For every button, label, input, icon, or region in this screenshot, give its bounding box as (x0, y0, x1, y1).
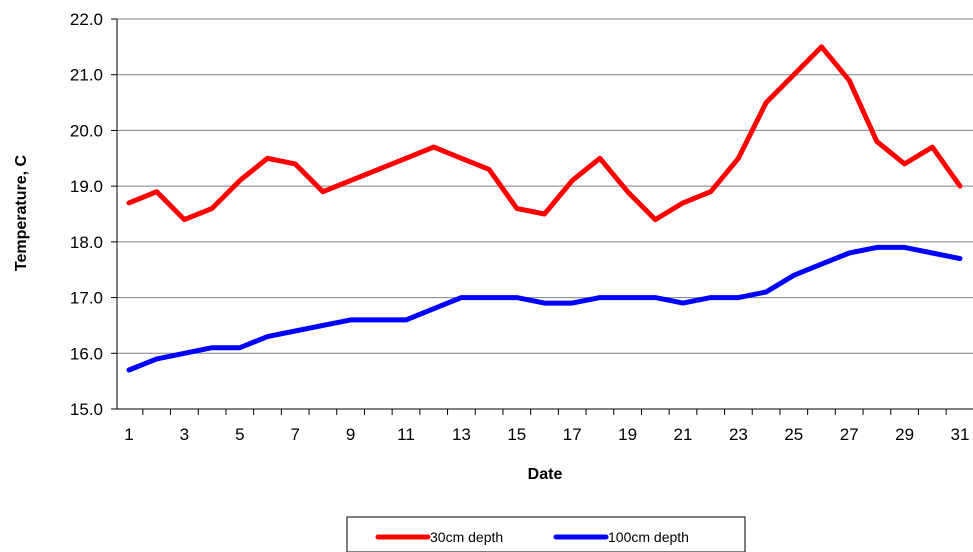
legend-label-100cm: 100cm depth (608, 529, 689, 545)
axes (111, 18, 973, 415)
legend: 30cm depth 100cm depth (346, 516, 746, 552)
y-tick-label-6: 21.0 (70, 66, 103, 85)
y-tick-label-0: 15.0 (70, 400, 103, 419)
legend-label-30cm: 30cm depth (430, 529, 503, 545)
x-tick-label-2: 5 (235, 425, 244, 444)
y-tick-label-4: 19.0 (70, 177, 103, 196)
x-tick-label-15: 31 (951, 425, 970, 444)
gridlines (117, 18, 973, 354)
x-tick-label-3: 7 (290, 425, 299, 444)
x-tick-label-0: 1 (124, 425, 133, 444)
y-tick-label-3: 18.0 (70, 233, 103, 252)
tick-labels: 15.016.017.018.019.020.021.022.01 3 5 7 9 11 1… (70, 10, 970, 444)
x-tick-label-7: 15 (507, 425, 526, 444)
series-line-1 (126, 244, 963, 373)
y-tick-label-2: 17.0 (70, 289, 103, 308)
x-tick-label-10: 21 (674, 425, 693, 444)
x-tick-label-8: 17 (563, 425, 582, 444)
x-tick-label-13: 27 (840, 425, 859, 444)
x-tick-label-5: 11 (397, 425, 415, 444)
x-tick-label-14: 29 (895, 425, 914, 444)
y-tick-label-1: 16.0 (70, 344, 103, 363)
x-tick-label-1: 3 (180, 425, 189, 444)
y-tick-label-5: 20.0 (70, 121, 103, 140)
y-axis-title: Temperature, C (13, 154, 30, 271)
x-tick-label-11: 23 (729, 425, 748, 444)
x-tick-label-12: 25 (784, 425, 803, 444)
x-axis-title: Date (528, 466, 563, 483)
y-tick-label-7: 22.0 (70, 10, 103, 29)
x-tick-label-6: 13 (452, 425, 471, 444)
x-tick-label-4: 9 (346, 425, 355, 444)
series-line-0 (126, 44, 963, 223)
series-lines (126, 44, 963, 373)
x-tick-label-9: 19 (618, 425, 637, 444)
